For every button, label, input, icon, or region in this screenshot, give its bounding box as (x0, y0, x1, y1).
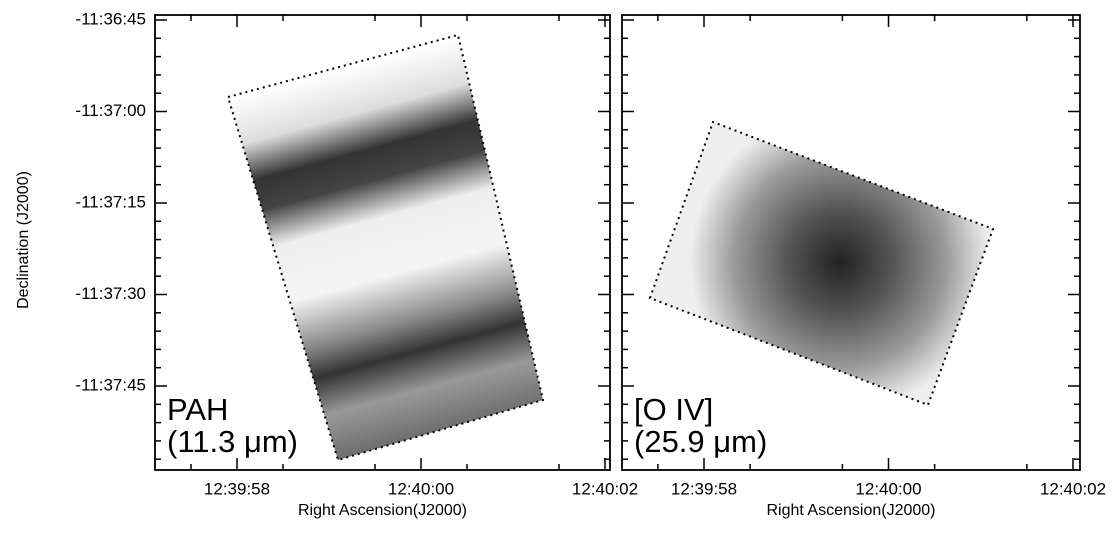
x-tick-label: 12:39:58 (204, 479, 270, 498)
oiv-footprint (648, 120, 995, 407)
y-tick-label: -11:37:00 (75, 101, 146, 120)
x-tick-label: 12:39:58 (671, 479, 737, 498)
panel-frame (621, 14, 1081, 471)
pah-footprint (226, 33, 545, 462)
y-tick-label: -11:36:45 (75, 9, 146, 28)
panel-frame (154, 14, 611, 471)
y-tick-label: -11:37:45 (75, 375, 146, 394)
y-tick-label: -11:37:15 (75, 192, 146, 211)
x-axis-label: Right Ascension(J2000) (767, 502, 936, 519)
panel-name: [O IV] (634, 392, 713, 427)
x-tick-label: 12:40:00 (855, 479, 921, 498)
y-axis-label: Declination (J2000) (15, 171, 32, 309)
x-tick-label: 12:40:00 (388, 479, 454, 498)
panel-wavelength: (11.3 μm) (167, 424, 298, 459)
x-tick-label: 12:40:02 (572, 479, 638, 498)
y-tick-label: -11:37:30 (75, 284, 146, 303)
pah-image (228, 35, 543, 460)
panel-name: PAH (167, 392, 228, 427)
x-axis-label: Right Ascension(J2000) (298, 502, 467, 519)
oiv-image (650, 122, 993, 405)
x-tick-label: 12:40:02 (1040, 479, 1106, 498)
panel-wavelength: (25.9 μm) (634, 424, 767, 459)
